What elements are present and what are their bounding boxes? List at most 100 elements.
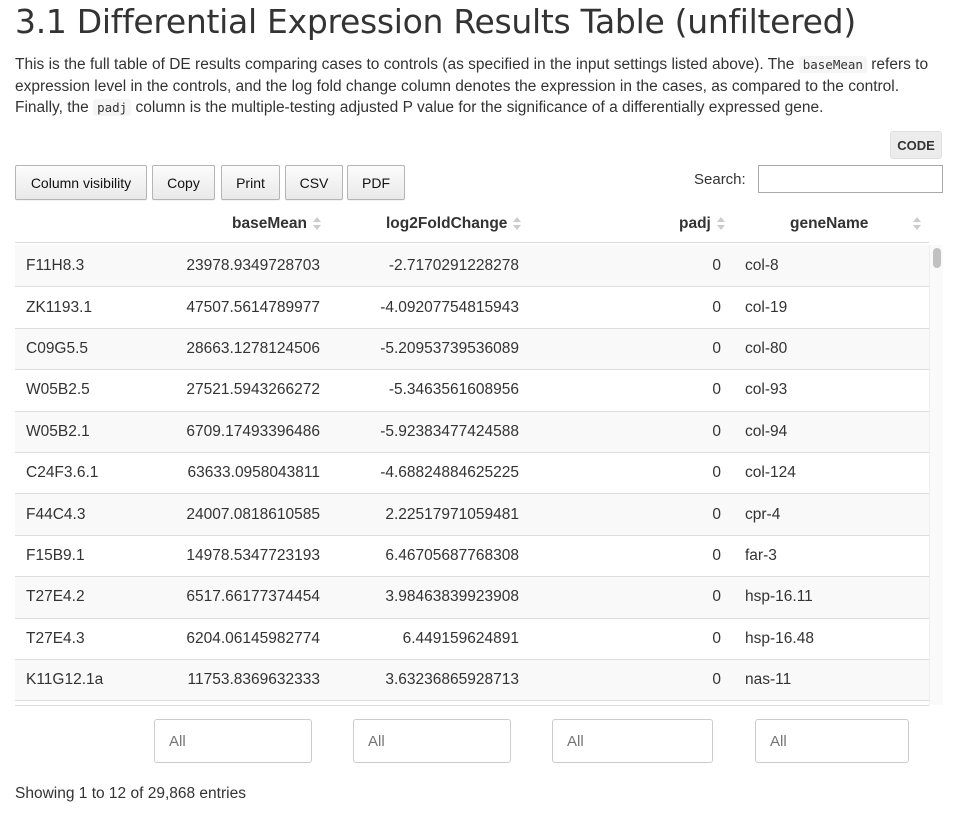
basemean-cell: 24007.0818610585 xyxy=(186,505,320,523)
table-scrollbar[interactable] xyxy=(929,245,943,705)
log2foldchange-cell: -2.7170291228278 xyxy=(388,256,519,274)
table-row[interactable]: F15B9.1 14978.5347723193 6.4670568776830… xyxy=(15,534,929,576)
copy-button[interactable]: Copy xyxy=(152,165,215,200)
basemean-cell: 23978.9349728703 xyxy=(186,256,320,274)
padj-cell: 0 xyxy=(712,381,721,399)
table-info: Showing 1 to 12 of 29,868 entries xyxy=(15,785,246,802)
table-bottom-divider xyxy=(15,705,929,706)
table-row[interactable]: C09G5.5 28663.1278124506 -5.209537395360… xyxy=(15,327,929,370)
padj-filter-input[interactable] xyxy=(552,719,713,763)
table-row[interactable]: W05B2.5 27521.5943266272 -5.346356160895… xyxy=(15,369,929,410)
search-label: Search: xyxy=(694,171,746,188)
basemean-filter-input[interactable] xyxy=(154,719,312,763)
table-row[interactable]: ZK1193.1 47507.5614789977 -4.09207754815… xyxy=(15,286,929,327)
intro-text-3: column is the multiple-testing adjusted … xyxy=(131,99,824,116)
table-row[interactable]: T27E4.2 6517.66177374454 3.9846383992390… xyxy=(15,576,929,618)
genename-cell: hsp-16.48 xyxy=(745,629,814,647)
row-name-cell: C24F3.6.1 xyxy=(26,464,99,482)
table-row[interactable]: T27E4.3 6204.06145982774 6.449159624891 … xyxy=(15,617,929,659)
column-header-genename-label: geneName xyxy=(790,215,869,232)
row-name-cell: T27E4.3 xyxy=(26,629,85,647)
genename-cell: col-19 xyxy=(745,298,788,316)
table-row[interactable]: F11H8.3 23978.9349728703 -2.717029122827… xyxy=(15,245,929,287)
padj-cell: 0 xyxy=(712,298,721,316)
column-header-padj[interactable]: padj xyxy=(679,212,725,236)
genename-cell: col-94 xyxy=(745,422,788,440)
basemean-code: baseMean xyxy=(798,56,867,73)
sort-icon xyxy=(312,217,321,231)
column-header-genename-sort[interactable] xyxy=(907,212,921,236)
basemean-cell: 6709.17493396486 xyxy=(186,422,320,440)
basemean-cell: 28663.1278124506 xyxy=(186,339,320,357)
row-name-cell: W05B2.1 xyxy=(26,422,90,440)
padj-cell: 0 xyxy=(712,339,721,357)
log2foldchange-cell: -4.68824884625225 xyxy=(380,464,519,482)
row-name-cell: F44C4.3 xyxy=(26,505,86,523)
sort-icon xyxy=(513,217,522,231)
genename-cell: col-93 xyxy=(745,381,788,399)
padj-cell: 0 xyxy=(712,256,721,274)
row-name-cell: K11G12.1a xyxy=(26,671,104,689)
column-header-log2foldchange[interactable]: log2FoldChange xyxy=(386,212,522,236)
row-name-cell: W05B2.5 xyxy=(26,381,90,399)
csv-button[interactable]: CSV xyxy=(285,165,343,200)
log2foldchange-cell: -5.20953739536089 xyxy=(380,339,519,357)
padj-cell: 0 xyxy=(712,464,721,482)
genename-cell: col-80 xyxy=(745,339,788,357)
basemean-cell: 6204.06145982774 xyxy=(186,629,320,647)
header-divider xyxy=(15,242,929,243)
row-name-cell: ZK1193.1 xyxy=(26,298,93,316)
column-header-basemean[interactable]: baseMean xyxy=(232,212,321,236)
table-row[interactable]: W05B2.1 6709.17493396486 -5.923834774245… xyxy=(15,410,929,452)
log2foldchange-cell: 3.63236865928713 xyxy=(385,671,519,689)
log2foldchange-cell: -5.92383477424588 xyxy=(380,422,519,440)
padj-cell: 0 xyxy=(712,629,721,647)
padj-cell: 0 xyxy=(712,546,721,564)
genename-cell: cpr-4 xyxy=(745,505,781,523)
genename-filter-input[interactable] xyxy=(755,719,909,763)
code-toggle-button[interactable]: CODE xyxy=(890,131,942,159)
column-header-basemean-label: baseMean xyxy=(232,215,307,232)
log2foldchange-cell: 3.98463839923908 xyxy=(385,588,519,606)
results-table-body[interactable]: F11H8.3 23978.9349728703 -2.717029122827… xyxy=(15,245,929,705)
intro-text-2: refers to expression level in the contro… xyxy=(15,56,929,116)
column-header-genename[interactable]: geneName xyxy=(790,212,868,236)
log2foldchange-cell: -4.09207754815943 xyxy=(380,298,519,316)
row-name-cell: T27E4.2 xyxy=(26,588,85,606)
genename-cell: nas-11 xyxy=(745,671,792,689)
intro-text-1: This is the full table of DE results com… xyxy=(15,56,799,73)
genename-cell: far-3 xyxy=(745,546,777,564)
column-visibility-button[interactable]: Column visibility xyxy=(15,165,147,200)
table-row[interactable]: K11G12.1a 11753.8369632333 3.63236865928… xyxy=(15,658,929,701)
padj-code: padj xyxy=(93,99,132,116)
log2foldchange-cell: 6.46705687768308 xyxy=(385,546,519,564)
row-name-cell: F15B9.1 xyxy=(26,546,85,564)
pdf-button[interactable]: PDF xyxy=(347,165,405,200)
table-row[interactable]: C24F3.6.1 63633.0958043811 -4.6882488462… xyxy=(15,451,929,493)
row-name-cell: C09G5.5 xyxy=(26,339,89,357)
padj-cell: 0 xyxy=(712,671,721,689)
padj-cell: 0 xyxy=(712,505,721,523)
scrollbar-thumb[interactable] xyxy=(933,248,941,268)
basemean-cell: 47507.5614789977 xyxy=(186,298,320,316)
basemean-cell: 6517.66177374454 xyxy=(186,588,320,606)
basemean-cell: 11753.8369632333 xyxy=(187,671,320,689)
genename-cell: col-8 xyxy=(745,256,779,274)
genename-cell: hsp-16.11 xyxy=(745,588,813,606)
sort-icon xyxy=(716,217,725,231)
log2foldchange-cell: -5.3463561608956 xyxy=(388,381,519,399)
table-row[interactable]: F44C4.3 24007.0818610585 2.2251797105948… xyxy=(15,493,929,535)
table-row-partial[interactable] xyxy=(15,700,929,705)
row-name-cell: F11H8.3 xyxy=(26,256,85,274)
search-input[interactable] xyxy=(758,165,943,193)
basemean-cell: 27521.5943266272 xyxy=(186,381,320,399)
padj-cell: 0 xyxy=(712,588,721,606)
print-button[interactable]: Print xyxy=(221,165,280,200)
padj-cell: 0 xyxy=(712,422,721,440)
log2foldchange-cell: 2.22517971059481 xyxy=(385,505,519,523)
log2foldchange-filter-input[interactable] xyxy=(353,719,511,763)
basemean-cell: 14978.5347723193 xyxy=(186,546,320,564)
sort-icon xyxy=(913,217,921,231)
genename-cell: col-124 xyxy=(745,464,796,482)
